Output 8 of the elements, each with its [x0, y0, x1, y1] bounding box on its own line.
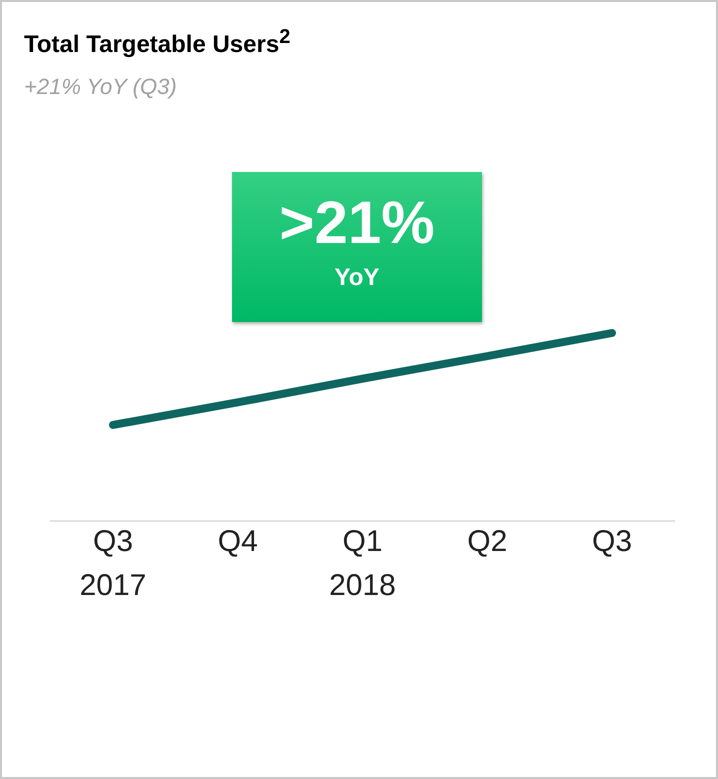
chart-title: Total Targetable Users$^{2}$	[24, 26, 290, 59]
x-tick-label: Q3	[592, 525, 632, 558]
chart-subtitle: +21% YoY (Q3)	[24, 74, 177, 100]
x-tick-label: Q2	[467, 525, 508, 558]
x-tick-label: Q3 2017	[80, 525, 146, 602]
x-tick-label: Q1 2018	[329, 525, 396, 602]
callout-box: >21% YoY	[232, 172, 482, 322]
x-tick-label: Q4	[218, 525, 258, 558]
